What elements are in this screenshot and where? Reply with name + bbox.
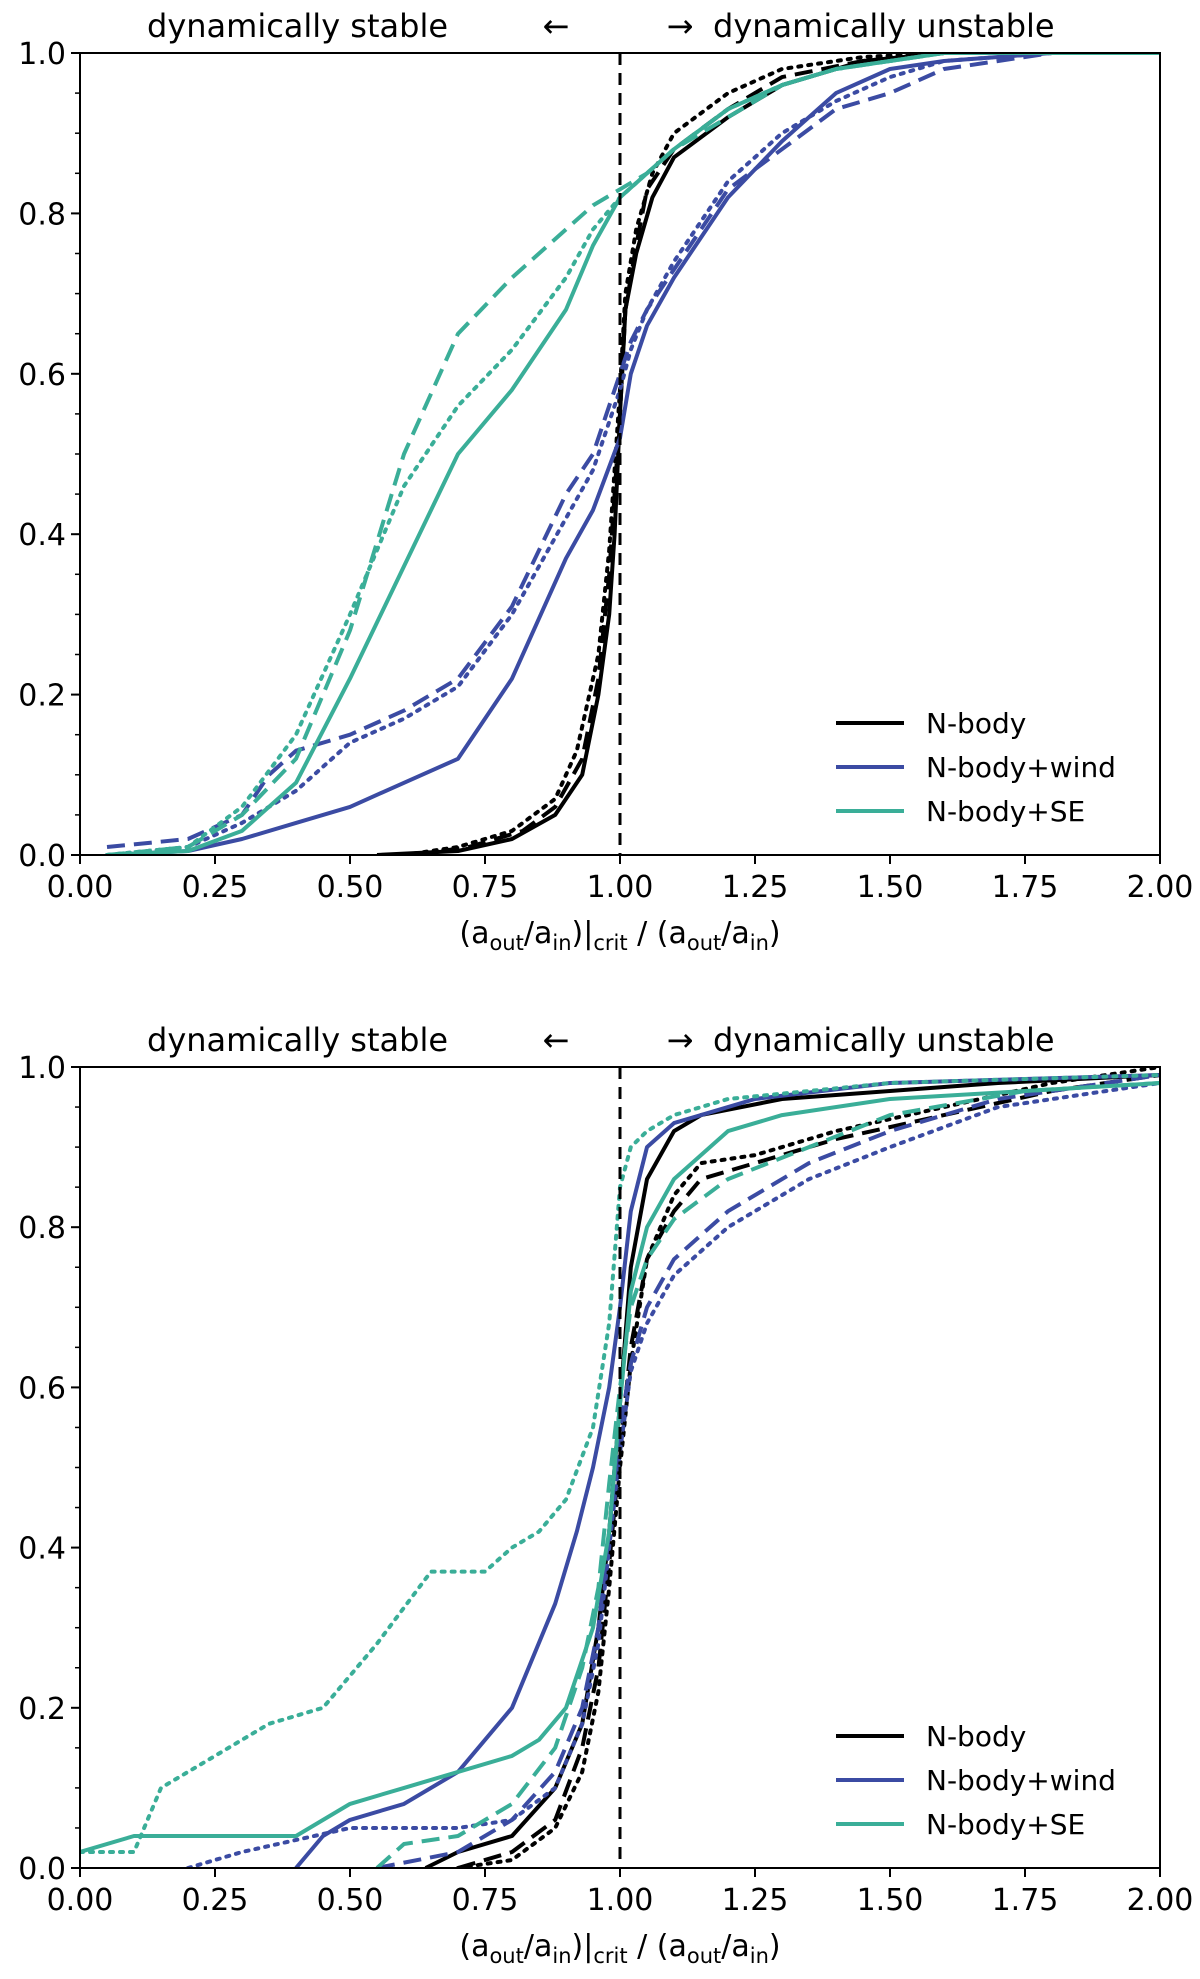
series-group [80, 1067, 1160, 1868]
x-axis-label-part: /a [721, 916, 750, 951]
y-tick-label: 0.4 [18, 1532, 66, 1567]
x-tick-label: 1.75 [992, 1883, 1059, 1918]
x-tick-label: 0.25 [182, 1883, 249, 1918]
series-n-body-se-solid [80, 1081, 1160, 1854]
series-n-body-wind-dashed [376, 1073, 1160, 1868]
x-axis-label-subscript: crit [593, 1944, 627, 1968]
plot-frame [79, 52, 1161, 856]
y-tick-label: 0.8 [18, 197, 66, 232]
x-axis-label-subscript: out [489, 931, 523, 955]
y-tick-label: 0.4 [18, 518, 66, 553]
x-axis-label-part: (a [459, 916, 489, 951]
x-tick-label: 1.00 [587, 870, 654, 905]
x-axis-label-part: / (a [628, 916, 687, 951]
legend-label: N-body+SE [926, 1808, 1085, 1841]
x-axis-label-part: )| [572, 916, 594, 951]
series-n-body-solid [424, 1073, 1160, 1868]
y-tick-label: 0.6 [18, 358, 66, 393]
x-tick-label: 1.25 [722, 870, 789, 905]
x-axis-label-part: /a [524, 1929, 553, 1964]
x-tick-label: 0.75 [452, 1883, 519, 1918]
x-axis-label: (aout/ain)|crit / (aout/ain) [459, 1929, 780, 1968]
legend-label: N-body+wind [926, 1764, 1116, 1797]
x-tick-label: 0.50 [317, 870, 384, 905]
x-axis-label-subscript: in [552, 1944, 571, 1968]
x-tick-label: 1.75 [992, 870, 1059, 905]
x-axis-label-subscript: crit [593, 931, 627, 955]
x-tick-label: 0.00 [47, 1883, 114, 1918]
x-axis-label-part: (a [459, 1929, 489, 1964]
x-axis-label-part: ) [769, 916, 781, 951]
x-axis-label-part: ) [769, 1929, 781, 1964]
series-n-body-se-dotted [105, 53, 1160, 855]
x-axis-label-subscript: out [687, 1944, 721, 1968]
series-n-body-dotted [456, 1067, 1160, 1868]
x-tick-label: 0.75 [452, 870, 519, 905]
y-tick-label: 0.0 [18, 839, 66, 874]
x-axis-label-subscript: in [552, 931, 571, 955]
series-n-body-dashed [414, 53, 1160, 855]
right-arrow-label: → [667, 1021, 694, 1059]
x-axis-label-part: )| [572, 1929, 594, 1964]
x-tick-label: 2.00 [1127, 1883, 1194, 1918]
x-tick-label: 0.00 [47, 870, 114, 905]
y-tick-label: 0.6 [18, 1371, 66, 1406]
x-tick-label: 1.25 [722, 1883, 789, 1918]
stable-label: dynamically stable [147, 1021, 448, 1059]
x-axis-label-subscript: in [750, 931, 769, 955]
series-n-body-se-dashed [375, 1081, 1160, 1868]
left-arrow-label: ← [543, 1021, 570, 1059]
x-axis-label: (aout/ain)|crit / (aout/ain) [459, 916, 780, 955]
x-tick-label: 1.50 [857, 870, 924, 905]
series-n-body-wind-dashed [106, 53, 1160, 849]
x-axis-label-part: /a [721, 1929, 750, 1964]
panel-top: 0.00 0.25 0.50 0.75 1.00 1.25 1.50 1.75 2.00 0.0 0… [18, 7, 1193, 955]
y-tick-label: 0.0 [18, 1852, 66, 1887]
legend-label: N-body+SE [926, 795, 1085, 828]
y-tick-label: 1.0 [18, 37, 66, 72]
x-axis-label-part: /a [524, 916, 553, 951]
stable-label: dynamically stable [147, 7, 448, 45]
y-tick-label: 0.8 [18, 1211, 66, 1246]
series-n-body-wind-dotted [105, 53, 1160, 855]
x-tick-label: 2.00 [1127, 870, 1194, 905]
x-axis-label-subscript: in [750, 1944, 769, 1968]
y-tick-label: 0.2 [18, 1692, 66, 1727]
y-tick-label: 0.2 [18, 679, 66, 714]
series-n-body-wind-solid [294, 1073, 1160, 1868]
legend-label: N-body [926, 707, 1026, 740]
x-tick-label: 1.50 [857, 1883, 924, 1918]
x-axis-label-subscript: out [687, 931, 721, 955]
legend-label: N-body+wind [926, 751, 1116, 784]
x-axis-label-subscript: out [489, 1944, 523, 1968]
unstable-label: dynamically unstable [713, 7, 1055, 45]
series-n-body-dotted [402, 53, 1160, 855]
series-n-body-solid [376, 53, 1160, 855]
y-tick-label: 1.0 [18, 1051, 66, 1086]
x-tick-label: 1.00 [587, 1883, 654, 1918]
x-tick-label: 0.50 [317, 1883, 384, 1918]
series-n-body-se-dotted [80, 1073, 1160, 1854]
panel-bottom: 0.00 0.25 0.50 0.75 1.00 1.25 1.50 1.75 2.00 0.0 0… [18, 1021, 1193, 1968]
plot-frame [79, 1066, 1161, 1869]
series-n-body-dashed [457, 1073, 1160, 1868]
unstable-label: dynamically unstable [713, 1021, 1055, 1059]
x-axis-label-part: / (a [628, 1929, 687, 1964]
x-tick-label: 0.25 [182, 870, 249, 905]
series-n-body-wind-dotted [186, 1081, 1160, 1868]
left-arrow-label: ← [543, 7, 570, 45]
legend-label: N-body [926, 1720, 1026, 1753]
right-arrow-label: → [667, 7, 694, 45]
